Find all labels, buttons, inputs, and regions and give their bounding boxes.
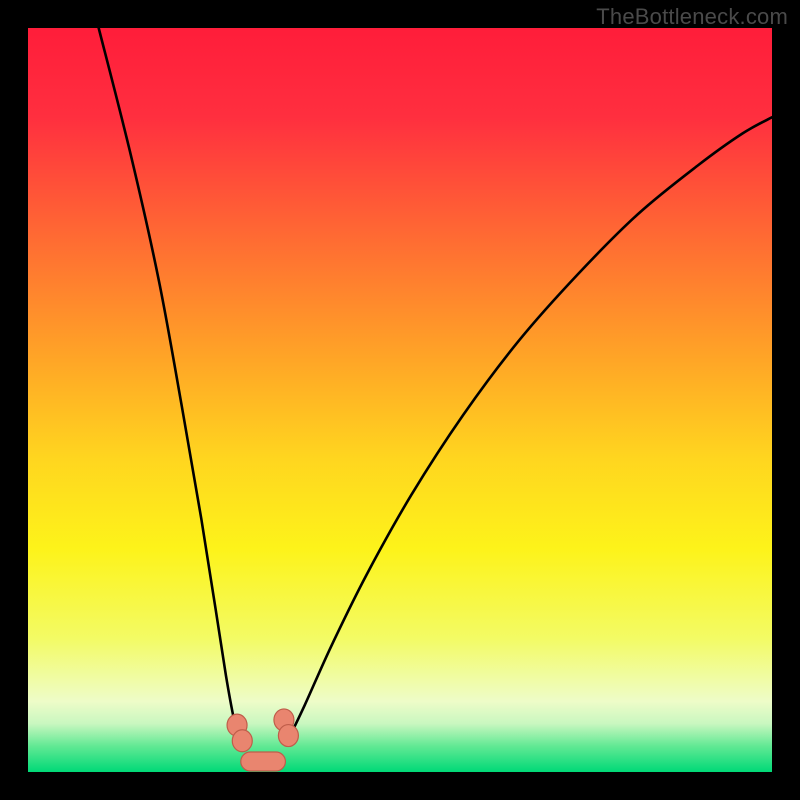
chart-svg bbox=[0, 0, 800, 800]
marker-dot bbox=[232, 730, 252, 752]
plot-area bbox=[28, 28, 772, 772]
marker-bottom-pill bbox=[241, 752, 286, 771]
marker-dot bbox=[278, 725, 298, 747]
gradient-bg bbox=[28, 28, 772, 772]
watermark-text: TheBottleneck.com bbox=[596, 4, 788, 30]
chart-frame: TheBottleneck.com bbox=[0, 0, 800, 800]
